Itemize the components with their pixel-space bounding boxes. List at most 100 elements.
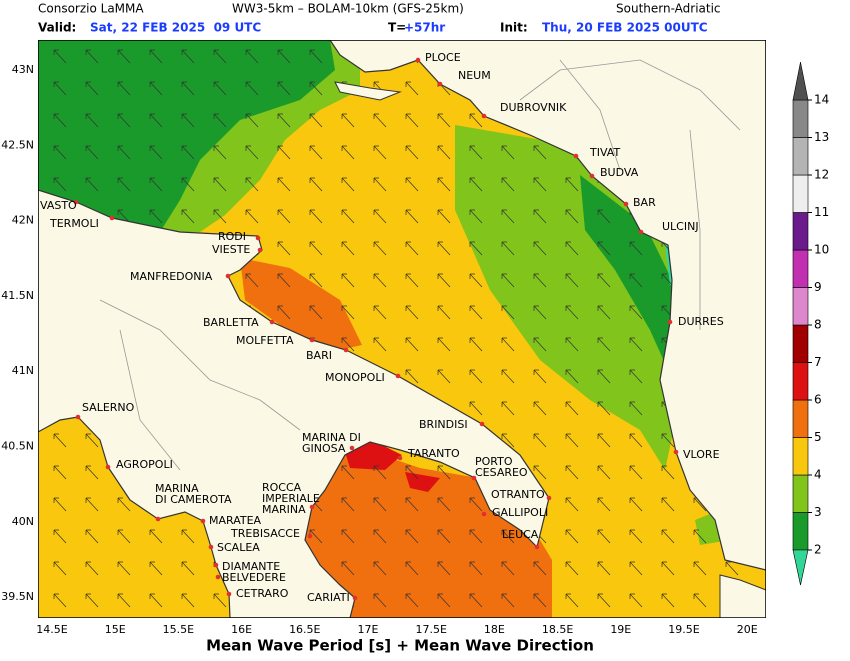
wave-arrow	[85, 177, 99, 192]
wave-arrow	[437, 113, 451, 128]
wave-arrow	[117, 113, 131, 128]
wave-arrow	[597, 465, 611, 480]
wave-arrow	[149, 145, 163, 160]
wave-arrow	[53, 593, 67, 608]
wave-arrow	[85, 145, 99, 160]
wave-arrow	[53, 49, 67, 64]
wave-arrow	[341, 305, 355, 320]
wave-arrow	[85, 113, 99, 128]
wave-arrow	[405, 465, 419, 480]
wave-arrow	[245, 49, 259, 64]
wave-arrow	[373, 177, 387, 192]
city-dot	[309, 337, 315, 343]
wave-arrow	[277, 81, 291, 96]
colorbar-segment	[792, 362, 809, 401]
wave-arrow	[629, 465, 643, 480]
wave-arrow	[565, 497, 579, 512]
wave-arrow	[181, 177, 195, 192]
city-dot	[352, 595, 358, 601]
wave-arrow	[565, 369, 579, 384]
wave-arrow	[341, 465, 355, 480]
wave-arrow	[437, 177, 451, 192]
wave-arrow	[501, 401, 515, 416]
wave-arrow	[597, 529, 611, 544]
wave-arrow	[629, 529, 643, 544]
wave-arrow	[405, 561, 419, 576]
wave-arrow	[501, 337, 515, 352]
wave-arrow	[373, 305, 387, 320]
colorbar-segment	[792, 437, 809, 476]
colorbar-label: 3	[814, 505, 822, 519]
wave-arrow	[533, 433, 547, 448]
valid: Sat, 22 FEB 2025 09 UTC	[90, 21, 261, 35]
city-label: GINOSA	[302, 442, 346, 455]
wave-arrow	[437, 497, 451, 512]
wave-arrow	[149, 209, 163, 224]
wave-arrow	[277, 49, 291, 64]
wave-arrow	[245, 145, 259, 160]
city-dot	[105, 464, 111, 470]
city-label: LEUCA	[502, 528, 539, 541]
wave-arrow	[117, 177, 131, 192]
wave-arrow	[597, 273, 611, 288]
wave-arrow	[501, 177, 515, 192]
city-label: BRINDISI	[419, 418, 468, 431]
city-label: BARI	[306, 349, 332, 362]
wave-arrow	[469, 145, 483, 160]
wave-arrow	[245, 81, 259, 96]
wave-arrow	[405, 241, 419, 256]
colorbar-label: 7	[814, 355, 822, 369]
city-dot	[73, 199, 79, 205]
wave-arrow	[501, 433, 515, 448]
wave-arrow	[629, 561, 643, 576]
wave-arrow	[661, 497, 675, 512]
wave-arrow	[149, 561, 163, 576]
city-label: OTRANTO	[491, 488, 545, 501]
lat-label: 42N	[12, 214, 34, 227]
wave-arrow	[725, 561, 739, 576]
wave-arrow	[309, 241, 323, 256]
city-label: MARATEA	[209, 514, 262, 527]
wave-arrow	[213, 209, 227, 224]
city-dot	[75, 414, 81, 420]
city-dot	[215, 574, 221, 580]
city-dot	[208, 544, 214, 550]
city-dot	[638, 229, 644, 235]
valid-label: Valid:	[38, 21, 76, 35]
wave-arrow	[117, 497, 131, 512]
lon-label: 15E	[105, 623, 126, 636]
wave-arrow	[565, 401, 579, 416]
wave-arrow	[565, 241, 579, 256]
lat-label: 43N	[12, 63, 34, 76]
wave-arrow	[469, 593, 483, 608]
wave-arrow	[309, 273, 323, 288]
wave-arrow	[373, 497, 387, 512]
wave-arrow	[469, 305, 483, 320]
wave-arrow	[437, 209, 451, 224]
city-dot	[307, 533, 313, 539]
wave-arrow	[85, 529, 99, 544]
colorbar-label: 12	[814, 168, 829, 182]
wave-arrow	[597, 561, 611, 576]
t-label: T=	[388, 21, 406, 35]
colorbar-segment	[792, 249, 809, 288]
wave-arrow	[405, 81, 419, 96]
wave-arrow	[597, 593, 611, 608]
wave-arrow	[405, 113, 419, 128]
wave-arrow	[373, 209, 387, 224]
wave-arrow	[533, 465, 547, 480]
lon-label: 14.5E	[36, 623, 67, 636]
wave-arrow	[213, 177, 227, 192]
wave-arrow	[341, 337, 355, 352]
wave-arrow	[469, 561, 483, 576]
wave-arrow	[53, 81, 67, 96]
wave-arrow	[565, 305, 579, 320]
wave-arrow	[341, 273, 355, 288]
wave-arrow	[213, 49, 227, 64]
wave-arrow	[693, 593, 707, 608]
colorbar-segment	[792, 212, 809, 251]
wave-arrow	[565, 433, 579, 448]
city-label: PLOCE	[425, 51, 461, 64]
wave-arrow	[373, 465, 387, 480]
